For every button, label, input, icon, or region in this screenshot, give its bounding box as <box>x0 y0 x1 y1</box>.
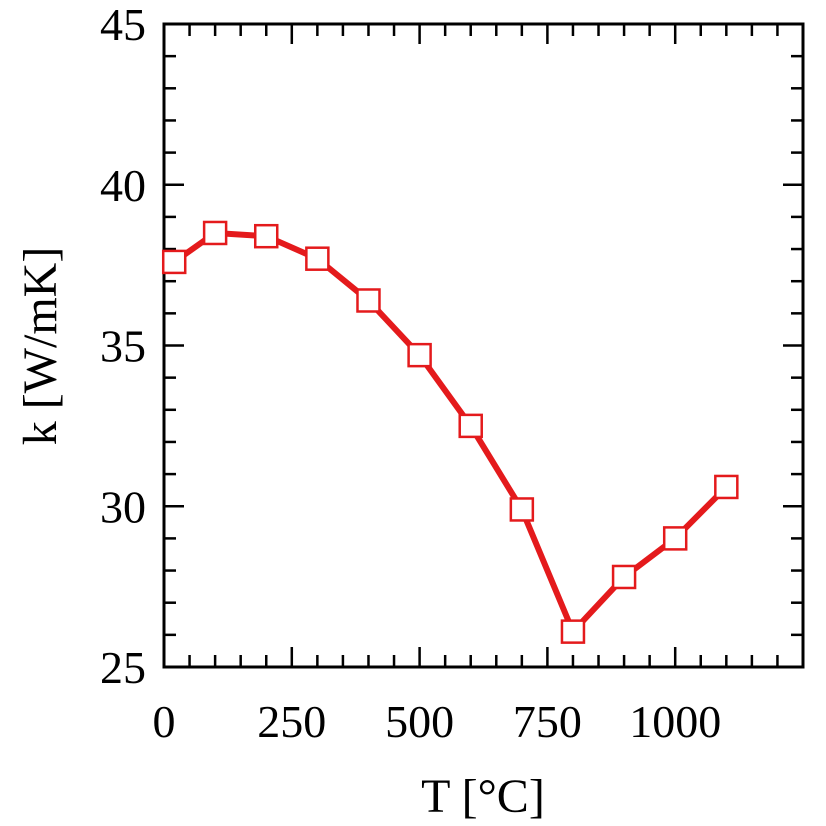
x-tick-label: 750 <box>513 696 582 747</box>
y-tick-label: 25 <box>100 642 146 693</box>
data-point <box>714 474 739 500</box>
y-tick-label: 45 <box>100 0 146 50</box>
plot-frame <box>162 22 805 669</box>
data-point <box>202 220 228 246</box>
x-tick-label: 1000 <box>629 696 721 747</box>
series-group <box>161 220 739 644</box>
x-tick-label: 0 <box>153 696 176 747</box>
x-axis-label: T [°C] <box>421 770 545 823</box>
axis-ticks <box>162 22 805 669</box>
data-point <box>458 413 483 439</box>
y-axis-label: k [W/mK] <box>14 247 67 446</box>
data-point <box>161 249 187 275</box>
tick-labels: 0 250 500 750 1000 25 30 35 40 45 <box>100 0 721 747</box>
data-point <box>407 342 432 368</box>
data-point <box>253 223 279 249</box>
data-point <box>611 564 637 590</box>
data-point <box>305 246 330 271</box>
series-line <box>172 229 729 635</box>
x-tick-label: 500 <box>385 696 454 747</box>
x-tick-label: 250 <box>257 696 326 747</box>
data-point <box>509 497 535 522</box>
y-tick-label: 30 <box>100 481 146 532</box>
y-tick-label: 35 <box>100 321 146 372</box>
data-point <box>560 619 586 644</box>
data-point <box>662 526 688 551</box>
y-tick-label: 40 <box>100 160 146 211</box>
data-point <box>356 288 381 313</box>
